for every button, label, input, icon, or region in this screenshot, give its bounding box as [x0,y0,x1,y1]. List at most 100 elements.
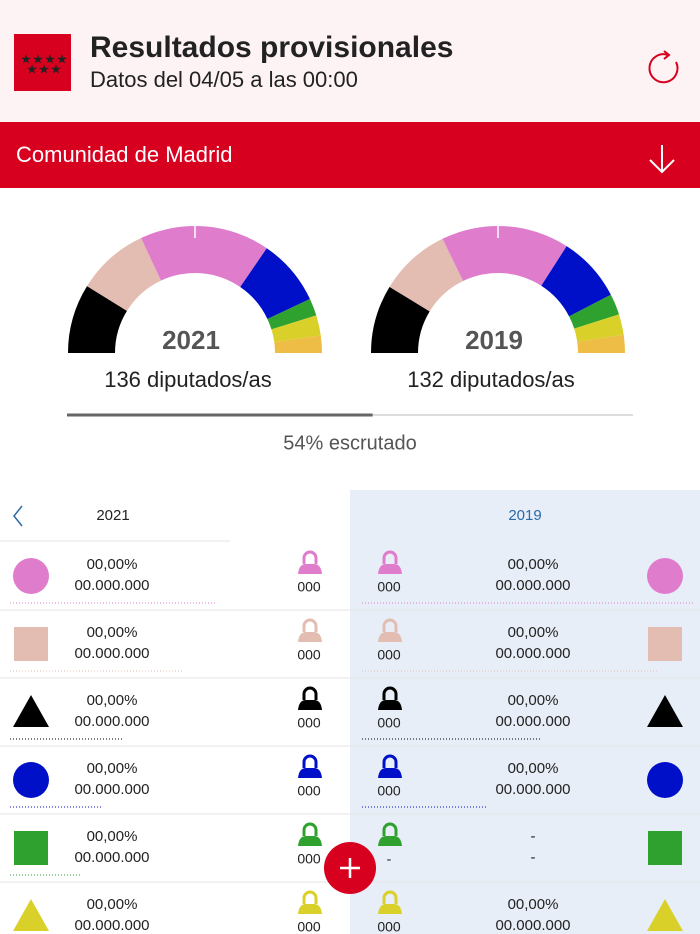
gauge-segment [442,226,567,286]
vote-percent: 00,00% [508,692,559,709]
seat-count: 000 [297,647,321,663]
svg-text:★: ★ [32,51,44,66]
party-icon [647,899,683,931]
vote-count: 00.000.000 [74,645,149,662]
seat-icon [382,618,398,632]
seat-icon [382,890,398,904]
svg-text:★: ★ [26,61,38,76]
svg-text:★: ★ [56,51,68,66]
party-icon [14,831,48,865]
gauge-segment [371,286,430,353]
seat-count: 000 [297,783,321,799]
party-icon [13,899,49,931]
region-bar[interactable] [0,122,700,188]
svg-text:★: ★ [44,51,56,66]
gauge-year: 2019 [465,325,523,355]
seat-count: 000 [297,919,321,934]
seat-count: 000 [297,851,321,867]
svg-text:★: ★ [38,61,50,76]
seat-icon [302,618,318,632]
gauge-segment [141,226,267,288]
vote-percent: 00,00% [87,624,138,641]
vote-count: 00.000.000 [495,917,570,934]
left-year: 2021 [96,507,129,524]
gauge-segment [574,314,624,342]
gauge-segment [577,334,625,353]
vote-percent: 00,00% [508,760,559,777]
seat-count: 000 [297,715,321,731]
seat-count: 000 [377,647,401,663]
seat-count: - [387,851,392,867]
vote-percent: 00,00% [508,896,559,913]
party-icon [13,558,49,594]
seat-icon [298,632,322,642]
gauge-segment [569,294,619,329]
vote-count: 00.000.000 [74,849,149,866]
party-icon [648,831,682,865]
right-year[interactable]: 2019 [508,507,541,524]
seat-icon [302,754,318,768]
seat-icon [302,890,318,904]
seat-icon [378,768,402,778]
vote-percent: 00,00% [87,556,138,573]
header-bg [0,0,700,122]
seat-icon [382,686,398,700]
seat-count: 000 [377,783,401,799]
add-icon [340,858,360,878]
party-icon [647,695,683,727]
gauge-segment [267,299,317,330]
gauge-segment [87,238,162,311]
refresh-button[interactable] [648,50,679,84]
vote-count: 00.000.000 [495,577,570,594]
subtitle: Datos del 04/05 a las 00:00 [90,67,358,92]
seat-icon [382,754,398,768]
seat-icon [378,904,402,914]
vote-count: 00.000.000 [74,713,149,730]
gauge-total: 132 diputados/as [407,367,575,392]
vote-percent: 00,00% [87,896,138,913]
gauge-segment [68,286,127,353]
logo-stars: ★ ★ ★ ★ ★ ★ ★ [20,51,68,76]
progress-label: 54% escrutado [283,432,416,454]
party-icon [13,695,49,727]
seat-icon [302,686,318,700]
vote-count: 00.000.000 [74,781,149,798]
party-icon [647,558,683,594]
seat-icon [382,550,398,564]
vote-percent: 00,00% [87,828,138,845]
party-icon [648,627,682,661]
seat-icon [298,564,322,574]
vote-percent: 00,00% [508,556,559,573]
party-icon [14,627,48,661]
seat-icon [382,822,398,836]
dropdown-arrow[interactable] [649,145,675,174]
svg-text:★: ★ [50,61,62,76]
svg-text:★: ★ [20,51,32,66]
vote-percent: 00,00% [87,692,138,709]
vote-percent: 00,00% [508,624,559,641]
gauge-segment [274,335,322,353]
seat-icon [298,904,322,914]
vote-count: 00.000.000 [495,781,570,798]
compare-panel [350,490,700,934]
title: Resultados provisionales [90,31,453,64]
seat-icon [298,700,322,710]
seat-icon [298,836,322,846]
vote-count: 00.000.000 [74,917,149,934]
gauge-segment [271,315,321,342]
seat-count: 000 [377,919,401,934]
seat-count: 000 [377,715,401,731]
back-arrow[interactable] [13,505,23,527]
vote-percent: - [531,828,536,845]
gauge-segment [240,248,310,320]
seat-icon [298,768,322,778]
gauge-total: 136 diputados/as [104,367,272,392]
gauge-segment [541,246,611,317]
vote-count: 00.000.000 [495,713,570,730]
party-icon [13,762,49,798]
seat-icon [378,700,402,710]
gauge-segment [389,238,464,312]
seat-count: 000 [377,579,401,595]
gauge-year: 2021 [162,325,220,355]
